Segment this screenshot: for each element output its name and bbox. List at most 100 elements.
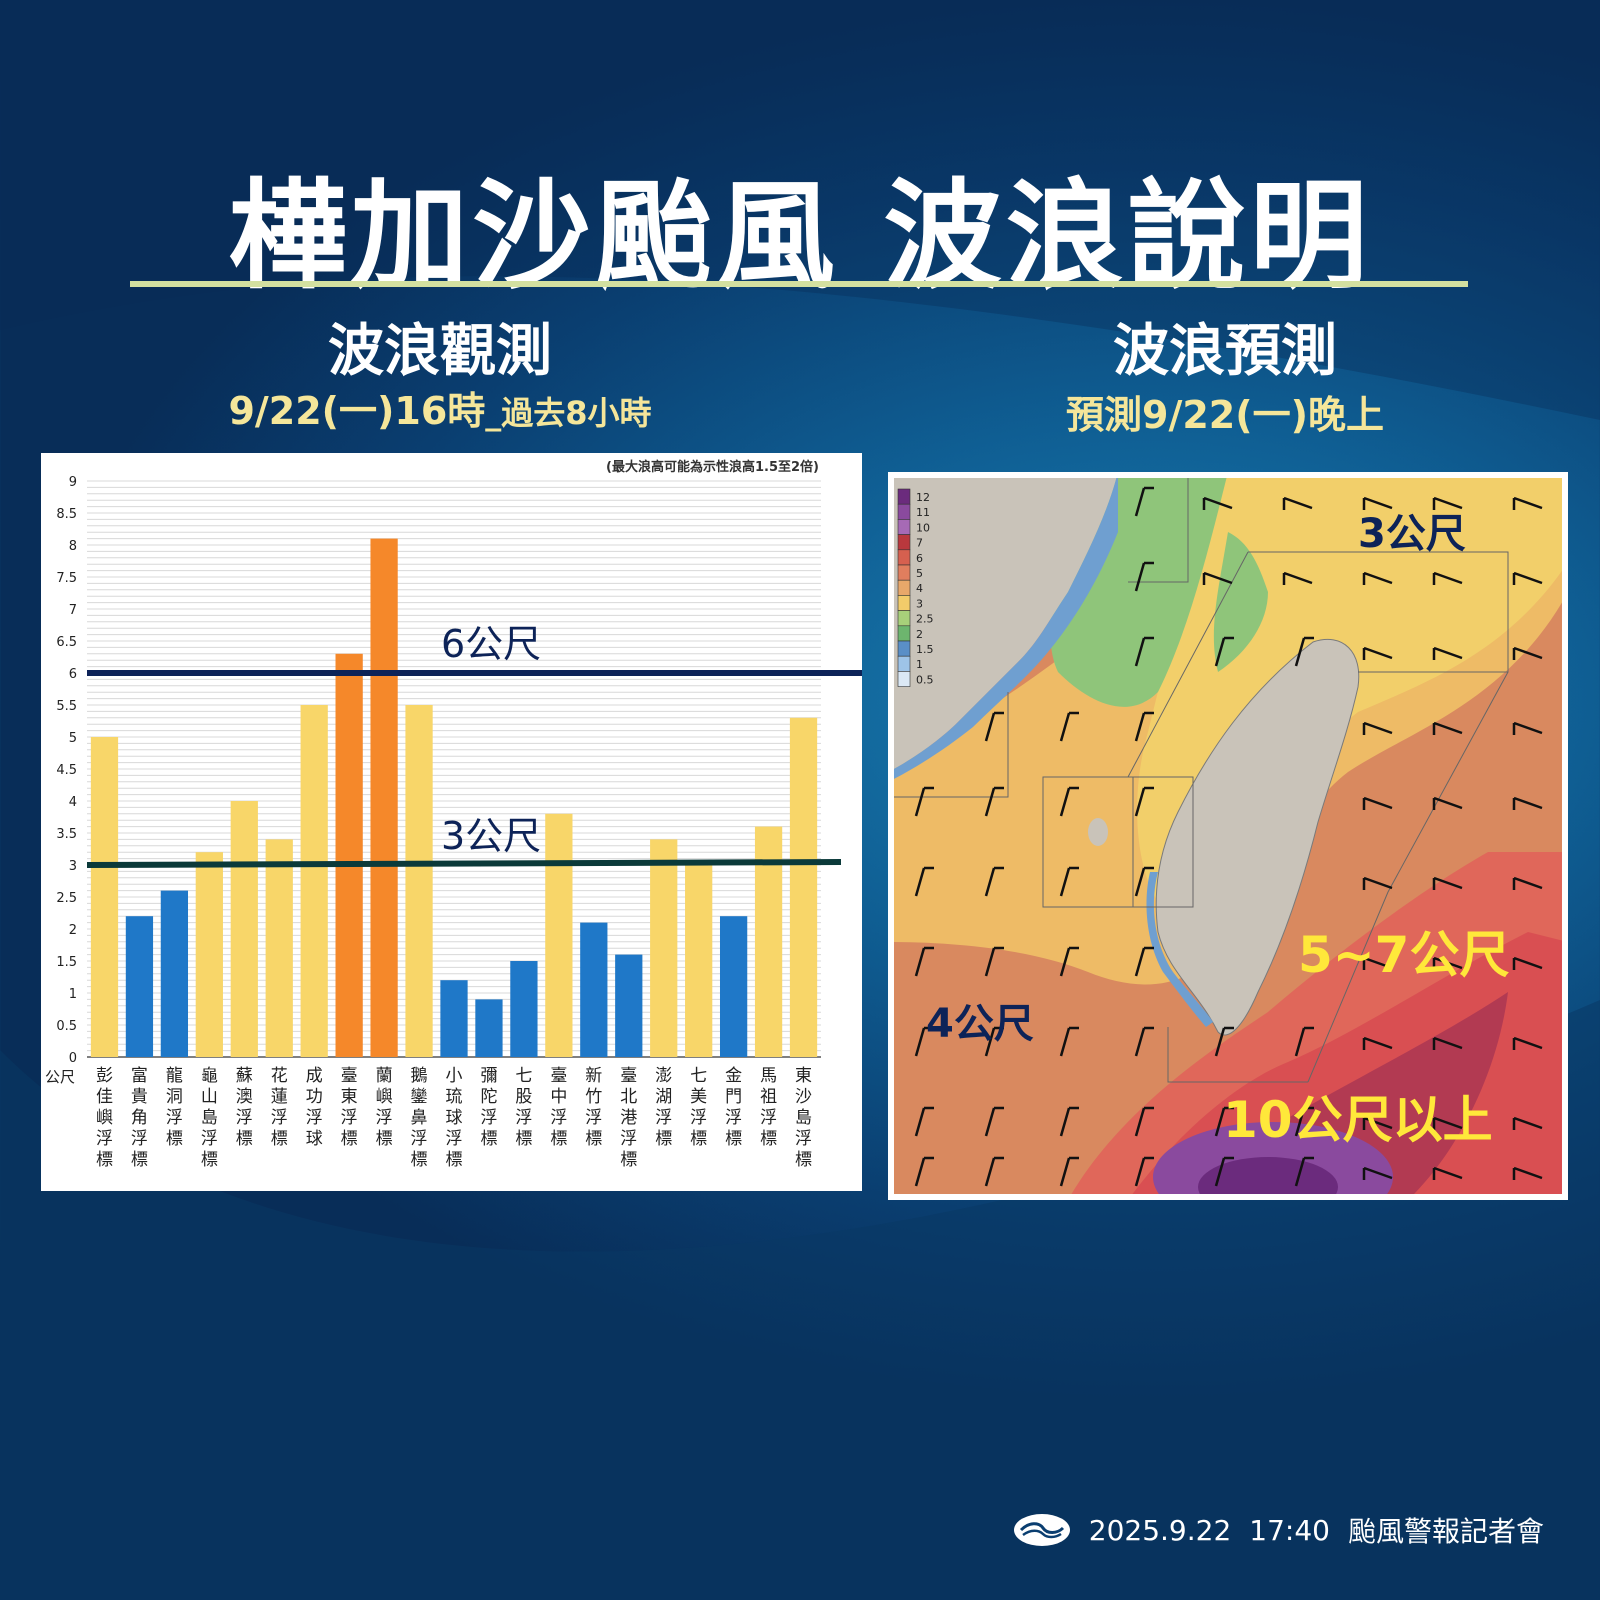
legend-swatch [897,534,911,551]
wind-barb [914,866,934,897]
y-tick-label: 0 [69,1051,77,1066]
y-tick-label: 9 [69,475,77,490]
wind-barb [914,946,934,977]
y-tick-label: 2 [69,923,77,938]
wind-barbs [914,486,1543,1187]
bar [230,801,258,1057]
bar [615,954,643,1057]
wind-barb [1294,1106,1314,1137]
bar [125,916,154,1057]
bar [685,865,713,1057]
y-tick-label: 1 [69,987,77,1002]
wind-barb [1512,956,1543,970]
wind-barb [1059,1106,1079,1137]
wind-barb [1059,711,1079,742]
wind-barb [1512,1036,1543,1050]
wind-barb [984,946,1004,977]
legend-swatch [897,595,911,611]
y-tick-label: 6.5 [56,635,77,650]
wind-barb [1512,796,1543,810]
forecast-title: 波浪預測 [1113,319,1337,384]
legend-label: 3 [916,597,923,610]
wind-barb [1134,1106,1154,1137]
wind-barb [1362,796,1393,810]
wind-barb [1362,956,1393,970]
x-tick-label: 臺東浮標 [341,1066,358,1149]
wind-barb [1282,571,1313,585]
x-tick-label: 蘇澳浮標 [236,1066,253,1149]
y-tick-label: 4 [69,795,77,810]
map-label-4m: 4公尺 [926,1001,1034,1047]
wind-barb [984,786,1004,817]
wind-barb [914,786,934,817]
wind-barb [1134,561,1154,592]
footer: 2025.9.22 17:40 颱風警報記者會 [1013,1510,1544,1550]
forecast-subtitle: 預測9/22(一)晚上 [1066,393,1384,437]
wind-barb [1134,711,1154,742]
legend-label: 11 [916,506,930,519]
legend-swatch [897,579,911,596]
legend-swatch [897,549,911,566]
wind-barb [1362,1036,1393,1050]
bar [510,961,538,1057]
bar [405,705,433,1057]
map-legend: 12 11 10 7 6 5 4 3 2.5 2 1.5 1 0.5 [897,488,934,687]
y-tick-label: 4.5 [56,763,77,778]
bar [300,705,328,1057]
observation-subtitle-small: _過去8小時 [485,394,652,432]
wind-barb [1362,571,1393,585]
wind-barb [1214,1106,1234,1137]
wind-barb [1202,571,1233,585]
wind-barb [1362,1166,1393,1180]
wind-barb [1059,946,1079,977]
wind-barb [1134,866,1154,897]
bar [160,890,189,1057]
legend-swatch [897,564,911,581]
x-tick-label: 彌陀浮標 [480,1066,497,1149]
wave-forecast-map: 12 11 10 7 6 5 4 3 2.5 2 1.5 1 0.5 3公尺 4公尺 5~7公尺 10公… [888,472,1568,1200]
wind-barb [984,1026,1004,1057]
footer-date: 2025.9.22 [1088,1513,1232,1547]
wind-barb [1214,1026,1234,1057]
legend-swatch [897,640,911,657]
x-tick-label: 新竹浮標 [585,1066,602,1149]
title-divider [130,281,1468,287]
wind-barb [984,1156,1004,1187]
wind-barb [1512,571,1543,585]
wind-barb [1432,956,1463,970]
wind-barb [1362,646,1393,660]
x-tick-label: 花蓮浮標 [271,1066,288,1149]
wind-barb [1512,646,1543,660]
bar [370,538,398,1057]
wind-barb [1059,1026,1079,1057]
map-svg: 12 11 10 7 6 5 4 3 2.5 2 1.5 1 0.5 3公尺 4公尺 5~7公尺 10公… [894,478,1562,1194]
bar [335,653,363,1057]
map-label-3m: 3公尺 [1358,511,1466,557]
x-tick-label: 臺中浮標 [550,1066,567,1149]
legend-label: 0.5 [916,673,934,686]
legend-swatch [897,519,911,535]
x-tick-label: 龜山島浮標 [201,1066,218,1170]
legend-label: 5 [916,567,923,580]
bar [789,717,818,1057]
x-tick-label: 彭佳嶼浮標 [96,1066,113,1170]
x-tick-label: 龍洞浮標 [166,1066,183,1149]
wind-barb [984,711,1004,742]
wind-barb [1432,876,1463,890]
x-tick-label: 富貴角浮標 [131,1066,148,1170]
wind-barb [914,1106,934,1137]
bar [650,839,678,1057]
wind-barb [1432,796,1463,810]
legend-label: 2.5 [916,613,934,626]
wind-barb [1059,1156,1079,1187]
legend-label: 1.5 [916,643,934,656]
y-tick-label: 3 [69,859,77,874]
wind-barb [1512,496,1543,510]
wind-barb [1134,636,1154,667]
legend-swatch [897,503,911,520]
y-tick-label: 1.5 [56,955,77,970]
wind-barb [1432,571,1463,585]
x-tick-label: 蘭嶼浮標 [376,1066,393,1149]
wind-barb [1134,486,1154,517]
wind-barb [1512,721,1543,735]
